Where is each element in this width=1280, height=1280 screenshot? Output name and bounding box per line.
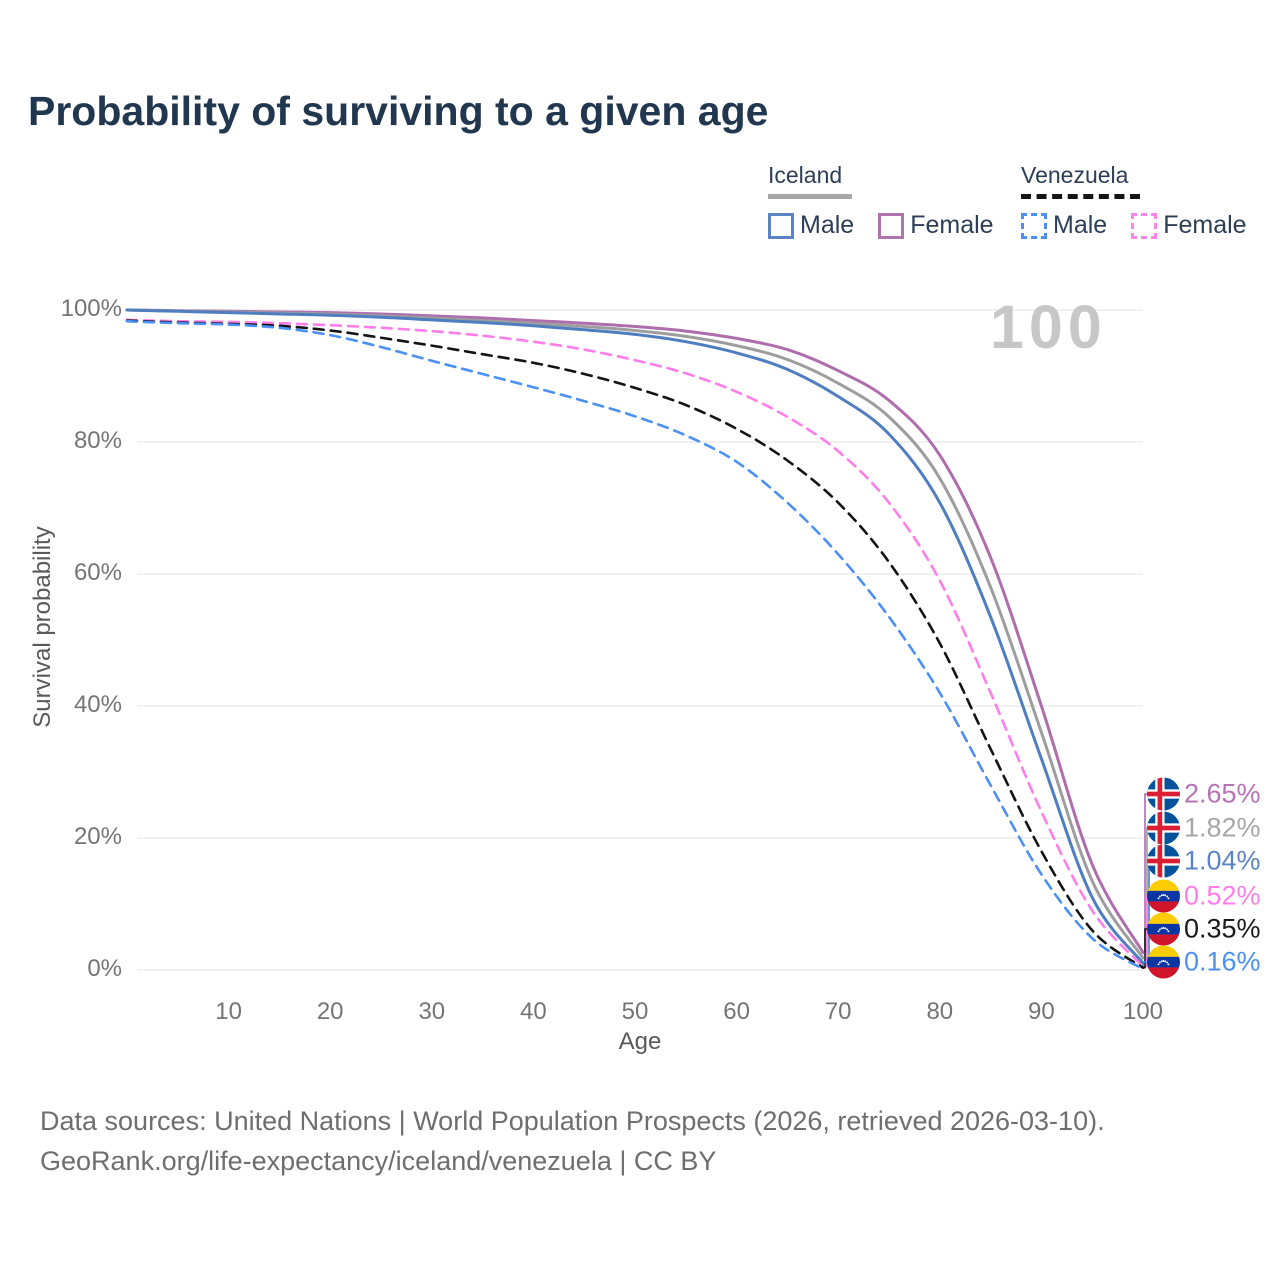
x-tick-40: 40 [520, 998, 547, 1025]
end-label-venezuela-male: 0.16% [1147, 946, 1261, 979]
end-label-venezuela-female: 0.52% [1147, 880, 1261, 913]
curve-iceland-male [125, 308, 1145, 965]
attribution-link[interactable]: GeoRank.org/life-expectancy/iceland/vene… [40, 1146, 717, 1176]
y-tick-100: 100% [60, 294, 122, 322]
data-sources: Data sources: United Nations | World Pop… [40, 1106, 1105, 1136]
iceland-female-swatch[interactable] [878, 212, 905, 239]
end-value: 0.52% [1184, 880, 1261, 911]
x-tick-20: 20 [316, 998, 344, 1025]
end-label-venezuela-both: 0.35% [1147, 913, 1261, 946]
age-watermark: 100 [990, 293, 1107, 361]
legend-group-iceland: Iceland Male Female [768, 162, 994, 240]
x-tick-60: 60 [723, 998, 750, 1025]
legend-iceland-label: Iceland [768, 162, 843, 188]
curve-venezuela-male [125, 319, 1145, 971]
iceland-flag-icon [1147, 778, 1180, 811]
x-tick-80: 80 [926, 998, 954, 1025]
venezuela-female-swatch[interactable] [1131, 212, 1158, 239]
y-tick-40: 40% [73, 690, 122, 718]
y-tick-20: 20% [73, 822, 122, 850]
venezuela-flag-icon [1147, 946, 1180, 979]
legend-venezuela-female[interactable]: Female [1163, 211, 1247, 239]
curve-iceland-both-sexes [125, 308, 1145, 960]
iceland-line-swatch [768, 194, 852, 199]
curve-venezuela-female [125, 318, 1145, 968]
iceland-flag-icon [1147, 845, 1180, 878]
curve-venezuela-both-sexes [125, 319, 1145, 969]
end-value: 1.82% [1184, 812, 1261, 843]
x-tick-50: 50 [621, 998, 649, 1025]
end-label-iceland-both: 1.82% [1147, 812, 1261, 845]
venezuela-male-swatch[interactable] [1021, 212, 1047, 239]
y-tick-80: 80% [73, 426, 122, 454]
iceland-male-swatch[interactable] [768, 212, 794, 239]
venezuela-line-swatch [1021, 194, 1140, 199]
end-label-iceland-female: 2.65% [1147, 778, 1261, 811]
survival-curves [125, 308, 1145, 971]
page-title: Probability of surviving to a given age [28, 88, 769, 134]
end-value: 2.65% [1184, 778, 1261, 809]
venezuela-flag-icon [1147, 880, 1180, 913]
legend-iceland-male[interactable]: Male [800, 211, 855, 239]
curve-iceland-female [125, 308, 1145, 954]
end-label-iceland-male: 1.04% [1147, 845, 1261, 878]
end-value: 0.16% [1184, 946, 1261, 977]
iceland-flag-icon [1147, 812, 1180, 845]
legend-iceland-female[interactable]: Female [910, 211, 994, 239]
legend-venezuela-label: Venezuela [1021, 162, 1129, 188]
x-tick-100: 100 [1122, 998, 1164, 1025]
gridlines [137, 309, 1143, 971]
legend-venezuela-male[interactable]: Male [1053, 211, 1108, 239]
venezuela-flag-icon [1147, 913, 1180, 946]
end-value: 0.35% [1184, 913, 1261, 944]
x-tick-70: 70 [824, 998, 852, 1025]
legend-group-venezuela: Venezuela Male Female [1021, 162, 1247, 240]
x-axis-title: Age [618, 1028, 662, 1055]
end-value: 1.04% [1184, 845, 1261, 876]
x-tick-90: 90 [1028, 998, 1055, 1025]
y-axis-title: Survival probability [29, 526, 56, 728]
y-tick-60: 60% [73, 558, 122, 586]
y-tick-0: 0% [87, 954, 122, 982]
x-tick-10: 10 [215, 998, 242, 1025]
x-tick-30: 30 [418, 998, 446, 1025]
